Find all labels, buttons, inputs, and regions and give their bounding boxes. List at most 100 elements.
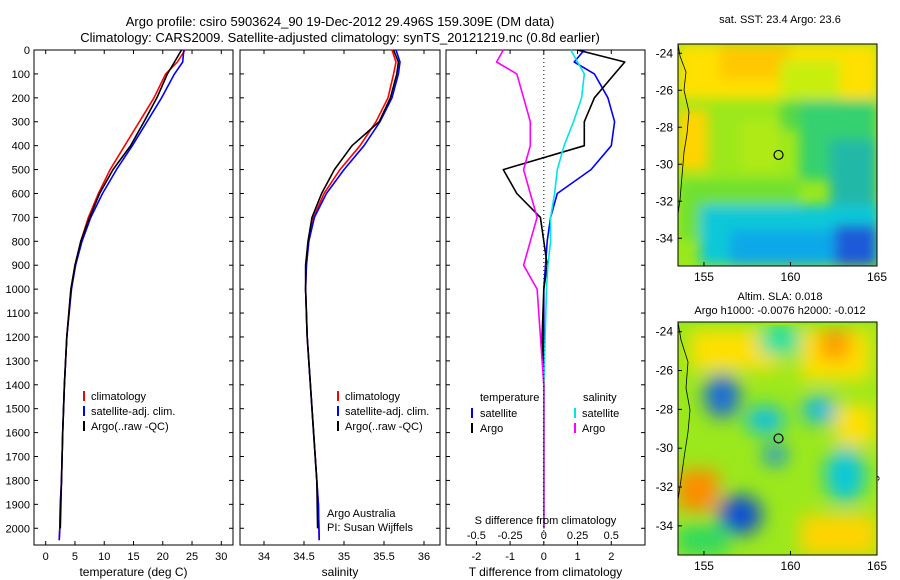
sla-map-ytick-label: -24 — [656, 325, 674, 339]
depth-tick-label: 300 — [12, 117, 30, 129]
sla-map — [678, 322, 877, 555]
plot-title-line1: Argo profile: csiro 5903624_90 19-Dec-20… — [125, 14, 555, 29]
plot-title-line2: Climatology: CARS2009. Satellite-adjuste… — [80, 30, 600, 45]
temp-xtick-label: 10 — [98, 551, 110, 563]
sst-map-frame — [677, 43, 878, 267]
temp-xtick-label: 0 — [43, 551, 49, 563]
diff-series-salinity-satellite — [542, 49, 586, 529]
temp-xtick-label: 20 — [157, 551, 169, 563]
sst-map-ytick-label: -28 — [656, 120, 674, 134]
temp-legend-label: climatology — [91, 391, 147, 403]
sal-series-satellite-adj-clim- — [304, 49, 401, 541]
sal-xtick-label: 35 — [338, 551, 350, 563]
temp-series-climatology — [58, 49, 186, 541]
depth-tick-label: 200 — [12, 93, 30, 105]
sal-legend-label: satellite-adj. clim. — [345, 406, 429, 418]
sla-map-xtick-label: 165 — [867, 559, 887, 573]
sal-series-climatology — [304, 49, 397, 541]
diff-legend-heading-temp: temperature — [480, 392, 539, 404]
sal-xlabel: salinity — [322, 565, 359, 579]
sal-xtick-label: 34 — [258, 551, 270, 563]
diff-legend-label: Argo — [480, 423, 503, 435]
temp-xtick-label: 5 — [72, 551, 78, 563]
sla-map-ytick-label: -30 — [656, 441, 674, 455]
sla-map-title-line2: Argo h1000: -0.0076 h2000: -0.012 — [694, 305, 866, 317]
sal-legend-label: Argo(..raw -QC) — [345, 421, 423, 433]
depth-tick-label: 1200 — [6, 332, 30, 344]
diff-legend-heading-sal: salinity — [583, 392, 617, 404]
diff-series-temperature-satellite — [542, 49, 616, 529]
diff-legend-label: satellite — [582, 408, 619, 420]
sst-coastline — [677, 43, 690, 215]
diff-axes-frame — [445, 49, 646, 546]
diff-xtick-label: 0 — [541, 551, 547, 563]
sla-map-ytick-label: -26 — [656, 364, 674, 378]
sst-map-xtick-label: 160 — [780, 270, 800, 284]
diff-x2tick-label: -0.5 — [467, 530, 486, 542]
depth-tick-label: 700 — [12, 212, 30, 224]
sla-map-ytick-label: -28 — [656, 402, 674, 416]
sal-axes-frame — [239, 49, 441, 546]
depth-tick-label: 1600 — [6, 428, 30, 440]
diff-xtick-label: 1 — [574, 551, 580, 563]
sla-map-ytick-label: -34 — [656, 519, 674, 533]
depth-tick-label: 1700 — [6, 452, 30, 464]
sst-map-ytick-label: -34 — [656, 231, 674, 245]
sst-map-xtick-label: 155 — [694, 270, 714, 284]
sal-annotation: PI: Susan Wijffels — [327, 522, 413, 534]
diff-legend-label: satellite — [480, 408, 517, 420]
sla-map-xtick-label: 160 — [780, 559, 800, 573]
diff-xlabel: T difference from climatology — [469, 565, 623, 579]
depth-tick-label: 1800 — [6, 475, 30, 487]
temp-legend-label: Argo(..raw -QC) — [91, 421, 169, 433]
diff-xtick-label: 2 — [608, 551, 614, 563]
sla-map-frame — [677, 321, 878, 556]
sst-map-profile-marker — [773, 149, 784, 161]
depth-tick-label: 900 — [12, 260, 30, 272]
depth-tick-label: 500 — [12, 165, 30, 177]
diff-x2tick-label: 0.5 — [604, 530, 619, 542]
sal-xtick-label: 34.5 — [293, 551, 314, 563]
diff-x2tick-label: 0.25 — [567, 530, 588, 542]
sla-map-xtick-label: 155 — [694, 559, 714, 573]
depth-tick-label: 2000 — [6, 523, 30, 535]
depth-tick-label: 0 — [24, 45, 30, 57]
depth-tick-label: 1300 — [6, 356, 30, 368]
depth-tick-label: 1500 — [6, 404, 30, 416]
depth-tick-label: 800 — [12, 236, 30, 248]
temp-xtick-label: 25 — [186, 551, 198, 563]
temp-series-argo-raw-qc- — [59, 49, 183, 529]
sal-xtick-label: 36 — [418, 551, 430, 563]
sla-map-title-line1: Altim. SLA: 0.018 — [737, 291, 823, 303]
diff-series-temperature-argo — [502, 49, 626, 529]
sst-map-xtick-label: 165 — [867, 270, 887, 284]
sla-coastline — [677, 321, 691, 501]
depth-tick-label: 1000 — [6, 284, 30, 296]
temp-series-satellite-adj-clim- — [58, 49, 185, 541]
temp-xtick-label: 15 — [127, 551, 139, 563]
sst-map — [678, 44, 877, 266]
depth-tick-label: 100 — [12, 69, 30, 81]
sst-map-title: sat. SST: 23.4 Argo: 23.6 — [719, 14, 841, 26]
diff-xtick-label: -2 — [471, 551, 481, 563]
depth-tick-label: 1900 — [6, 499, 30, 511]
sal-annotation: Argo Australia — [327, 508, 396, 520]
diff-series-salinity-argo — [495, 49, 545, 529]
diff-x2tick-label: 0 — [541, 530, 547, 542]
temp-axes-frame — [33, 49, 234, 546]
sst-map-ytick-label: -24 — [656, 46, 674, 60]
diff-xtick-label: -1 — [505, 551, 515, 563]
sla-map-profile-marker — [773, 433, 784, 444]
diff-x2label: S difference from climatology — [475, 515, 617, 527]
sst-map-ytick-label: -26 — [656, 83, 674, 97]
sst-map-ytick-label: -30 — [656, 157, 674, 171]
diff-legend-label: Argo — [582, 423, 605, 435]
depth-tick-label: 400 — [12, 141, 30, 153]
sal-legend-label: climatology — [345, 391, 401, 403]
sst-map-ytick-label: -32 — [656, 194, 674, 208]
temp-xlabel: temperature (deg C) — [79, 565, 187, 579]
temp-xtick-label: 30 — [215, 551, 227, 563]
sal-xtick-label: 35.5 — [373, 551, 394, 563]
diff-x2tick-label: -0.25 — [498, 530, 523, 542]
